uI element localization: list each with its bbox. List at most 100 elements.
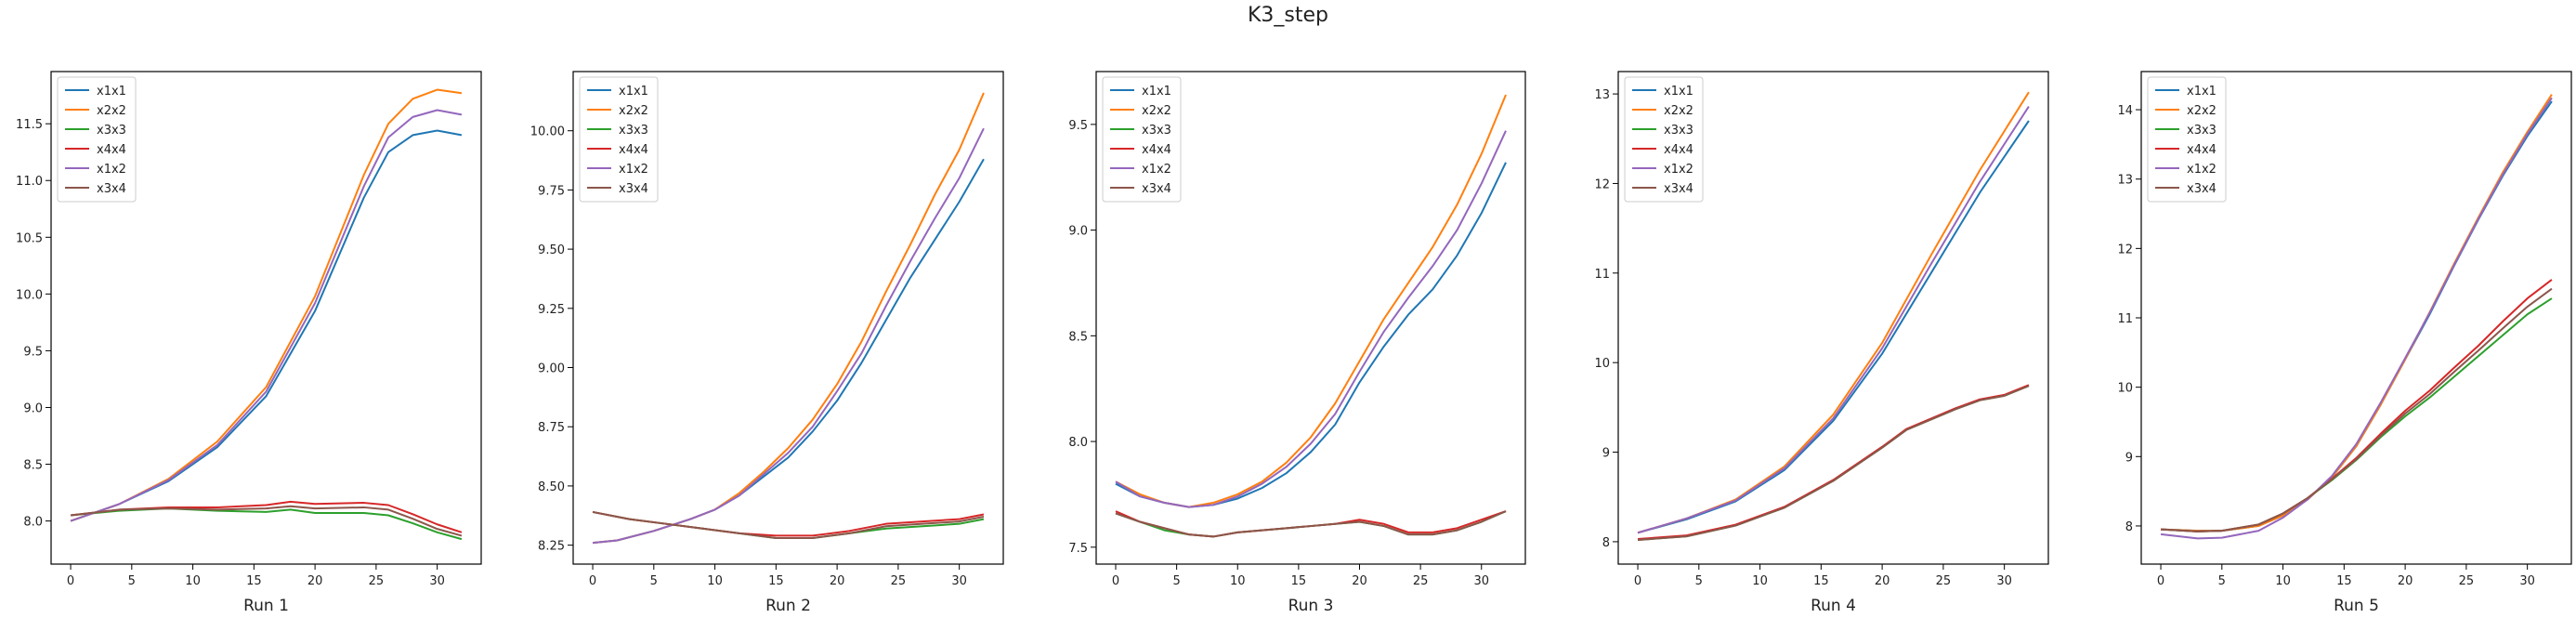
axes-frame: [1095, 71, 1526, 565]
y-tick-label: 10.0: [16, 288, 43, 302]
legend-label-x3x4: x3x4: [1142, 182, 1171, 196]
x-tick-label: 30: [1996, 574, 2012, 588]
subplot-2: 0 5 10 15 20 25 30 8.25 8.50 8.75 9.00 9.25 9.50 9.75…: [530, 71, 1004, 615]
legend-box: [57, 76, 137, 203]
legend-label-x2x2: x2x2: [1664, 104, 1693, 118]
y-tick-label: 9.5: [1068, 119, 1088, 133]
y-tick-label: 10: [2117, 382, 2133, 396]
x-tick-label: 5: [650, 574, 658, 588]
series-line-x3x3: [2160, 297, 2553, 533]
y-tick-label: 8.0: [23, 516, 43, 530]
legend-label-x3x4: x3x4: [619, 182, 648, 196]
x-tick-label: 0: [1634, 574, 1641, 588]
legend-label-x1x1: x1x1: [97, 85, 126, 99]
legend-label-x3x3: x3x3: [1142, 124, 1171, 138]
y-tick-label: 8: [2125, 520, 2133, 534]
x-tick-label: 25: [891, 574, 907, 588]
axes-frame: [572, 71, 1004, 565]
x-tick-label: 20: [307, 574, 323, 588]
series-line-x1x1: [592, 158, 985, 545]
y-tick-label: 7.5: [1068, 542, 1088, 556]
series-line-x1x2: [2160, 97, 2553, 540]
y-tick-label: 14: [2117, 104, 2133, 118]
subplot-3: 0 5 10 15 20 25 30 7.5 8.0 8.5 9.0 9.5 Run 3 x1x1 x2x2…: [1068, 71, 1526, 615]
x-tick-label: 20: [2398, 574, 2413, 588]
subplot-4: 0 5 10 15 20 25 30 8 9 10 11 12 13 Run 4 x1x1 x2x2 x3x3 x…: [1594, 71, 2049, 615]
legend-label-x2x2: x2x2: [97, 104, 126, 118]
legend-label-x2x2: x2x2: [2187, 104, 2216, 118]
y-tick-label: 8.5: [1068, 330, 1088, 344]
y-tick-label: 10.5: [16, 231, 43, 245]
figure-title: K3_step: [1247, 4, 1328, 27]
x-tick-label: 25: [1413, 574, 1429, 588]
legend-label-x1x1: x1x1: [2187, 85, 2216, 99]
x-tick-label: 0: [1112, 574, 1119, 588]
y-tick-label: 11.0: [16, 175, 43, 189]
legend-box: [1102, 76, 1182, 203]
series-line-x3x4: [1637, 385, 2030, 541]
y-tick-label: 9.00: [538, 362, 565, 376]
legend-label-x1x2: x1x2: [2187, 163, 2216, 177]
y-tick-label: 11: [2117, 312, 2133, 326]
legend-label-x1x1: x1x1: [619, 85, 648, 99]
legend-label-x4x4: x4x4: [619, 143, 648, 157]
y-tick-label: 13: [2117, 174, 2133, 188]
series-line-x4x4: [70, 500, 463, 533]
y-tick-label: 8.75: [538, 421, 565, 435]
series-line-x4x4: [2160, 279, 2553, 533]
x-tick-label: 20: [1875, 574, 1890, 588]
x-axis-label: Run 5: [2334, 597, 2379, 615]
y-tick-label: 9.5: [23, 345, 43, 359]
y-tick-label: 9.75: [538, 184, 565, 198]
y-tick-label: 9.50: [538, 243, 565, 257]
x-tick-label: 15: [1813, 574, 1829, 588]
x-tick-label: 0: [589, 574, 596, 588]
x-tick-label: 5: [1172, 574, 1180, 588]
x-tick-label: 30: [429, 574, 445, 588]
legend-label-x4x4: x4x4: [97, 143, 126, 157]
series-line-x3x4: [70, 505, 463, 537]
legend-label-x4x4: x4x4: [1142, 143, 1171, 157]
x-tick-label: 10: [2275, 574, 2291, 588]
legend-box: [579, 76, 659, 203]
x-tick-label: 10: [1230, 574, 1246, 588]
y-tick-label: 8.50: [538, 480, 565, 494]
y-tick-label: 8.25: [538, 540, 565, 554]
legend-label-x3x3: x3x3: [2187, 124, 2216, 138]
subplot-1: 0 5 10 15 20 25 30 8.0 8.5 9.0 9.5 10.0 10.5 11.0 11.5…: [16, 71, 482, 615]
x-tick-label: 30: [951, 574, 967, 588]
series-line-x1x2: [1637, 106, 2030, 534]
series-line-x3x4: [1115, 510, 1507, 538]
x-axis-label: Run 1: [243, 597, 289, 615]
y-tick-label: 11: [1594, 268, 1610, 282]
legend-label-x3x4: x3x4: [2187, 182, 2216, 196]
x-tick-label: 15: [1291, 574, 1307, 588]
legend-label-x4x4: x4x4: [2187, 143, 2216, 157]
x-tick-label: 25: [369, 574, 385, 588]
legend-label-x3x3: x3x3: [97, 124, 126, 138]
series-line-x3x3: [1637, 385, 2030, 541]
legend-label-x1x1: x1x1: [1142, 85, 1171, 99]
x-tick-label: 30: [2519, 574, 2535, 588]
x-tick-label: 25: [1936, 574, 1952, 588]
y-tick-label: 8.0: [1068, 436, 1088, 450]
x-tick-label: 5: [1695, 574, 1703, 588]
x-axis-label: Run 3: [1288, 597, 1334, 615]
series-line-x1x2: [70, 109, 463, 522]
y-tick-label: 11.5: [16, 118, 43, 132]
legend-label-x1x2: x1x2: [1142, 163, 1171, 177]
y-tick-label: 9: [1602, 447, 1610, 461]
y-tick-label: 9.0: [23, 401, 43, 415]
series-line-x1x2: [1115, 130, 1507, 508]
y-tick-label: 8: [1602, 536, 1610, 550]
legend-box: [2147, 76, 2227, 203]
x-tick-label: 0: [2157, 574, 2164, 588]
legend-label-x1x2: x1x2: [97, 163, 126, 177]
y-tick-label: 9: [2125, 451, 2133, 465]
x-tick-label: 5: [2218, 574, 2226, 588]
axes-frame: [1617, 71, 2049, 565]
x-tick-label: 10: [185, 574, 201, 588]
series-line-x3x3: [592, 510, 985, 539]
x-tick-label: 20: [1352, 574, 1367, 588]
